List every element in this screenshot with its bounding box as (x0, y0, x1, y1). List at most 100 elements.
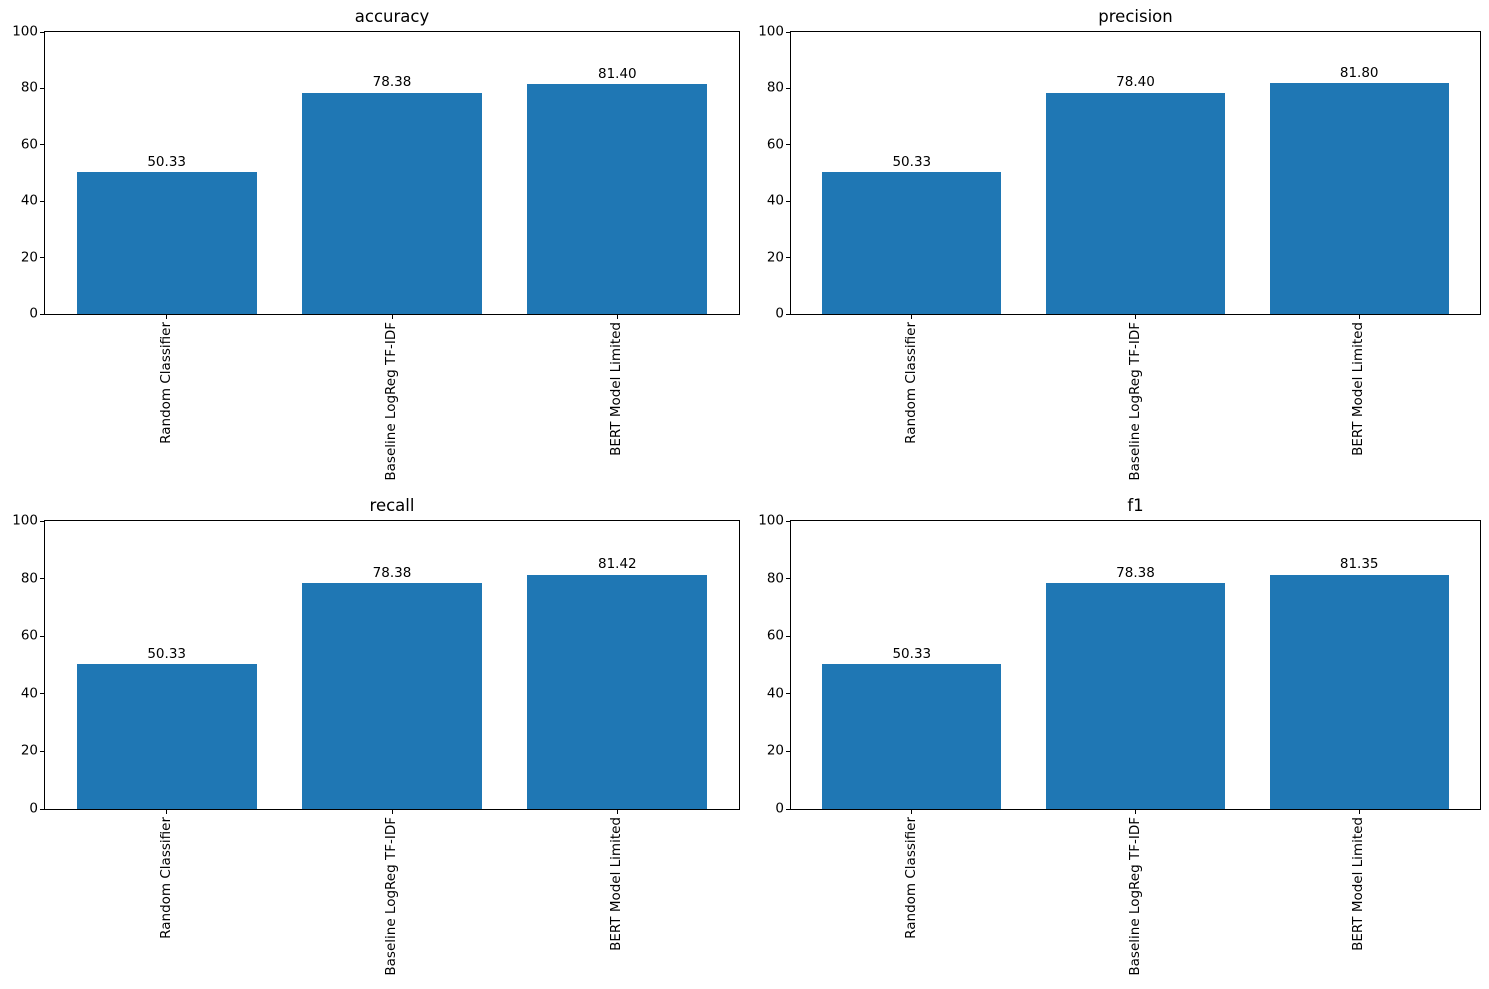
bar (1046, 583, 1225, 809)
x-axis-tick (166, 314, 168, 319)
y-axis-tick (786, 31, 791, 33)
bar-value-label: 78.38 (1116, 564, 1155, 581)
x-axis-tick (391, 314, 393, 319)
chart-title-accuracy: accuracy (354, 6, 430, 26)
y-axis-tick-label: 60 (766, 627, 784, 644)
y-axis-tick (40, 31, 45, 33)
bar (1269, 83, 1449, 314)
bar (527, 84, 708, 314)
x-axis-tick-label: BERT Model Limited (1350, 817, 1367, 951)
y-axis-tick-label: 0 (29, 305, 38, 322)
x-axis-tick (1358, 314, 1360, 319)
y-axis-tick-label: 100 (758, 23, 784, 40)
y-axis-tick (40, 257, 45, 259)
y-axis-tick-label: 100 (758, 512, 784, 529)
x-axis-tick-label: Random Classifier (157, 817, 174, 939)
x-axis-tick-label: Baseline LogReg TF-IDF (383, 817, 400, 976)
y-axis-tick-label: 100 (12, 512, 38, 529)
y-axis-tick-label: 80 (20, 79, 38, 96)
x-axis-tick (616, 314, 618, 319)
y-axis-tick-label: 40 (766, 685, 784, 702)
y-axis-tick-label: 20 (20, 248, 38, 265)
x-axis-tick (166, 809, 168, 814)
bar-value-label: 81.80 (1339, 64, 1379, 81)
x-axis-tick (616, 809, 618, 814)
y-axis-tick (786, 693, 791, 695)
x-axis-tick (391, 809, 393, 814)
x-axis-tick-label: Random Classifier (157, 322, 174, 444)
y-axis-tick-label: 0 (775, 800, 784, 817)
x-axis-tick (911, 314, 913, 319)
chart-title-precision: precision (1098, 6, 1173, 26)
plot-area-recall: recall 0 20 40 60 80 100 50.33 Random Classifie… (12, 496, 740, 976)
y-axis-tick-label: 20 (766, 742, 784, 759)
bar (822, 172, 1002, 314)
x-axis-tick-label: BERT Model Limited (608, 322, 625, 456)
x-axis-tick-label: BERT Model Limited (608, 817, 625, 951)
y-axis-tick (786, 520, 791, 522)
y-axis-tick (40, 87, 45, 89)
y-axis-tick (786, 808, 791, 810)
y-axis-tick (786, 578, 791, 580)
x-axis-tick-label: BERT Model Limited (1350, 322, 1367, 456)
bar-value-label: 78.38 (372, 564, 412, 581)
y-axis-tick-label: 40 (766, 192, 784, 209)
y-axis-tick-label: 20 (20, 742, 38, 759)
y-axis-tick-label: 0 (775, 305, 784, 322)
bar (1046, 92, 1225, 314)
y-axis-tick (786, 313, 791, 315)
y-axis-tick (40, 144, 45, 146)
x-axis-tick (911, 809, 913, 814)
bar-value-label: 50.33 (147, 153, 186, 170)
x-axis-tick-label: Baseline LogReg TF-IDF (383, 322, 400, 481)
chart-title-f1: f1 (1127, 495, 1144, 515)
plot-area-f1: f1 0 20 40 60 80 100 50.33 Random Classifier 78.… (758, 496, 1481, 976)
bar-value-label: 50.33 (147, 645, 186, 662)
y-axis-tick (786, 257, 791, 259)
bar (1269, 574, 1449, 809)
y-axis-tick (786, 200, 791, 202)
y-axis-tick-label: 60 (20, 627, 38, 644)
bar (527, 574, 708, 809)
bar (822, 664, 1002, 809)
y-axis-tick (786, 635, 791, 637)
y-axis-tick (786, 750, 791, 752)
y-axis-tick-label: 0 (29, 800, 38, 817)
y-axis-tick-label: 80 (766, 569, 784, 586)
bar-value-label: 81.35 (1339, 556, 1379, 573)
plot-area-precision: precision 0 20 40 60 80 100 50.33 Random Classi… (758, 7, 1481, 481)
y-axis-tick (40, 520, 45, 522)
x-axis-tick (1358, 809, 1360, 814)
bar-value-label: 78.38 (372, 74, 412, 91)
x-axis-tick-label: Random Classifier (903, 322, 920, 444)
x-axis-tick (1135, 314, 1136, 319)
y-axis-tick-label: 100 (12, 23, 38, 40)
y-axis-tick (40, 313, 45, 315)
y-axis-tick-label: 20 (766, 248, 784, 265)
y-axis-tick-label: 60 (20, 136, 38, 153)
bar-value-label: 50.33 (892, 645, 932, 662)
x-axis-tick-label: Baseline LogReg TF-IDF (1126, 817, 1143, 976)
bar-value-label: 50.33 (892, 153, 932, 170)
bar-value-label: 81.42 (597, 556, 637, 573)
x-axis-tick-label: Random Classifier (903, 817, 920, 939)
y-axis-tick (40, 578, 45, 580)
bar-value-label: 78.40 (1116, 74, 1155, 91)
y-axis-tick (40, 200, 45, 202)
y-axis-tick (40, 635, 45, 637)
bar (301, 92, 483, 314)
bar (76, 664, 257, 809)
chart-title-recall: recall (369, 495, 415, 515)
y-axis-tick-label: 60 (766, 136, 784, 153)
y-axis-tick-label: 80 (20, 569, 38, 586)
bar (301, 583, 483, 809)
y-axis-tick-label: 40 (20, 685, 38, 702)
x-axis-tick-label: Baseline LogReg TF-IDF (1126, 322, 1143, 481)
y-axis-tick (40, 693, 45, 695)
bar (76, 172, 257, 314)
y-axis-tick-label: 40 (20, 192, 38, 209)
x-axis-tick (1135, 809, 1136, 814)
bar-value-label: 81.40 (597, 65, 637, 82)
y-axis-tick (786, 144, 791, 146)
